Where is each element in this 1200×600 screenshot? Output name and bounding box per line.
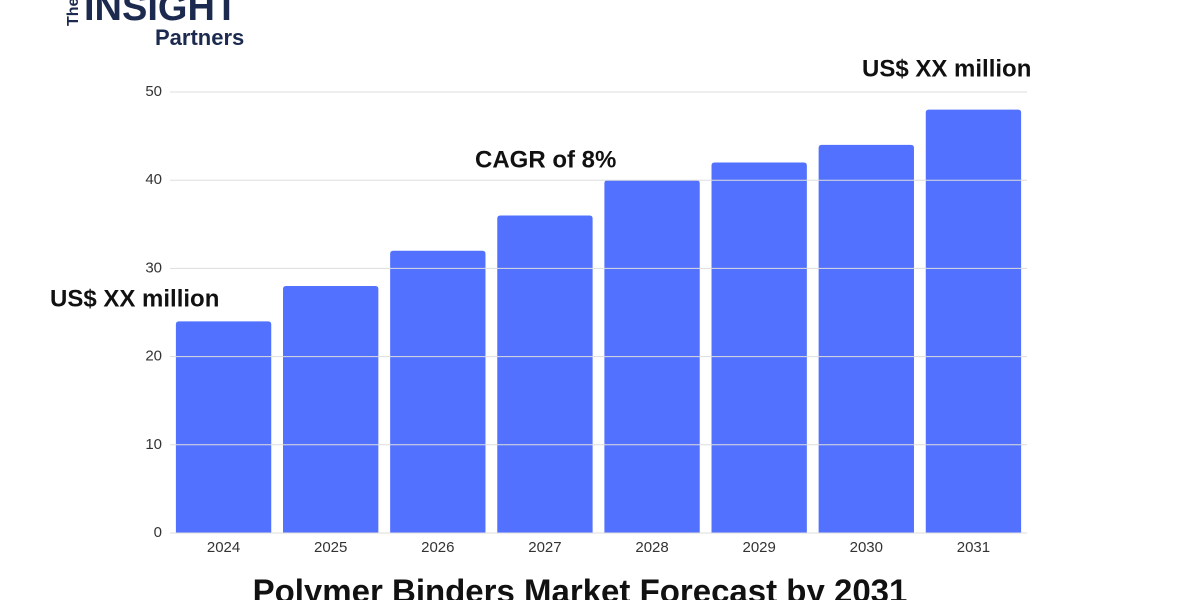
y-tick-label: 20 bbox=[145, 348, 162, 365]
bar bbox=[175, 321, 272, 533]
logo-insight: INSIGHT bbox=[84, 0, 238, 29]
y-tick-label: 40 bbox=[145, 171, 162, 188]
annotation: CAGR of 8% bbox=[475, 146, 616, 173]
logo-the: The bbox=[65, 0, 82, 26]
x-tick-label: 2026 bbox=[421, 539, 454, 556]
x-tick-label: 2028 bbox=[635, 539, 668, 556]
x-tick-label: 2029 bbox=[743, 539, 776, 556]
y-tick-label: 0 bbox=[154, 524, 162, 541]
x-tick-label: 2025 bbox=[314, 539, 347, 556]
bar bbox=[390, 250, 486, 533]
bar bbox=[497, 215, 593, 534]
bar bbox=[711, 162, 807, 533]
logo-partners: Partners bbox=[155, 25, 244, 50]
y-tick-label: 30 bbox=[145, 259, 162, 276]
bar bbox=[925, 109, 1022, 533]
x-tick-label: 2027 bbox=[528, 539, 561, 556]
bar bbox=[283, 286, 379, 533]
chart-title: Polymer Binders Market Forecast by 2031 bbox=[253, 573, 908, 600]
x-tick-label: 2030 bbox=[850, 539, 883, 556]
x-tick-label: 2031 bbox=[957, 539, 990, 556]
annotation: US$ XX million bbox=[50, 285, 219, 312]
annotation: US$ XX million bbox=[862, 55, 1031, 82]
y-tick-label: 50 bbox=[145, 83, 162, 100]
y-tick-label: 10 bbox=[145, 436, 162, 453]
bar bbox=[818, 144, 914, 534]
x-tick-label: 2024 bbox=[207, 539, 240, 556]
